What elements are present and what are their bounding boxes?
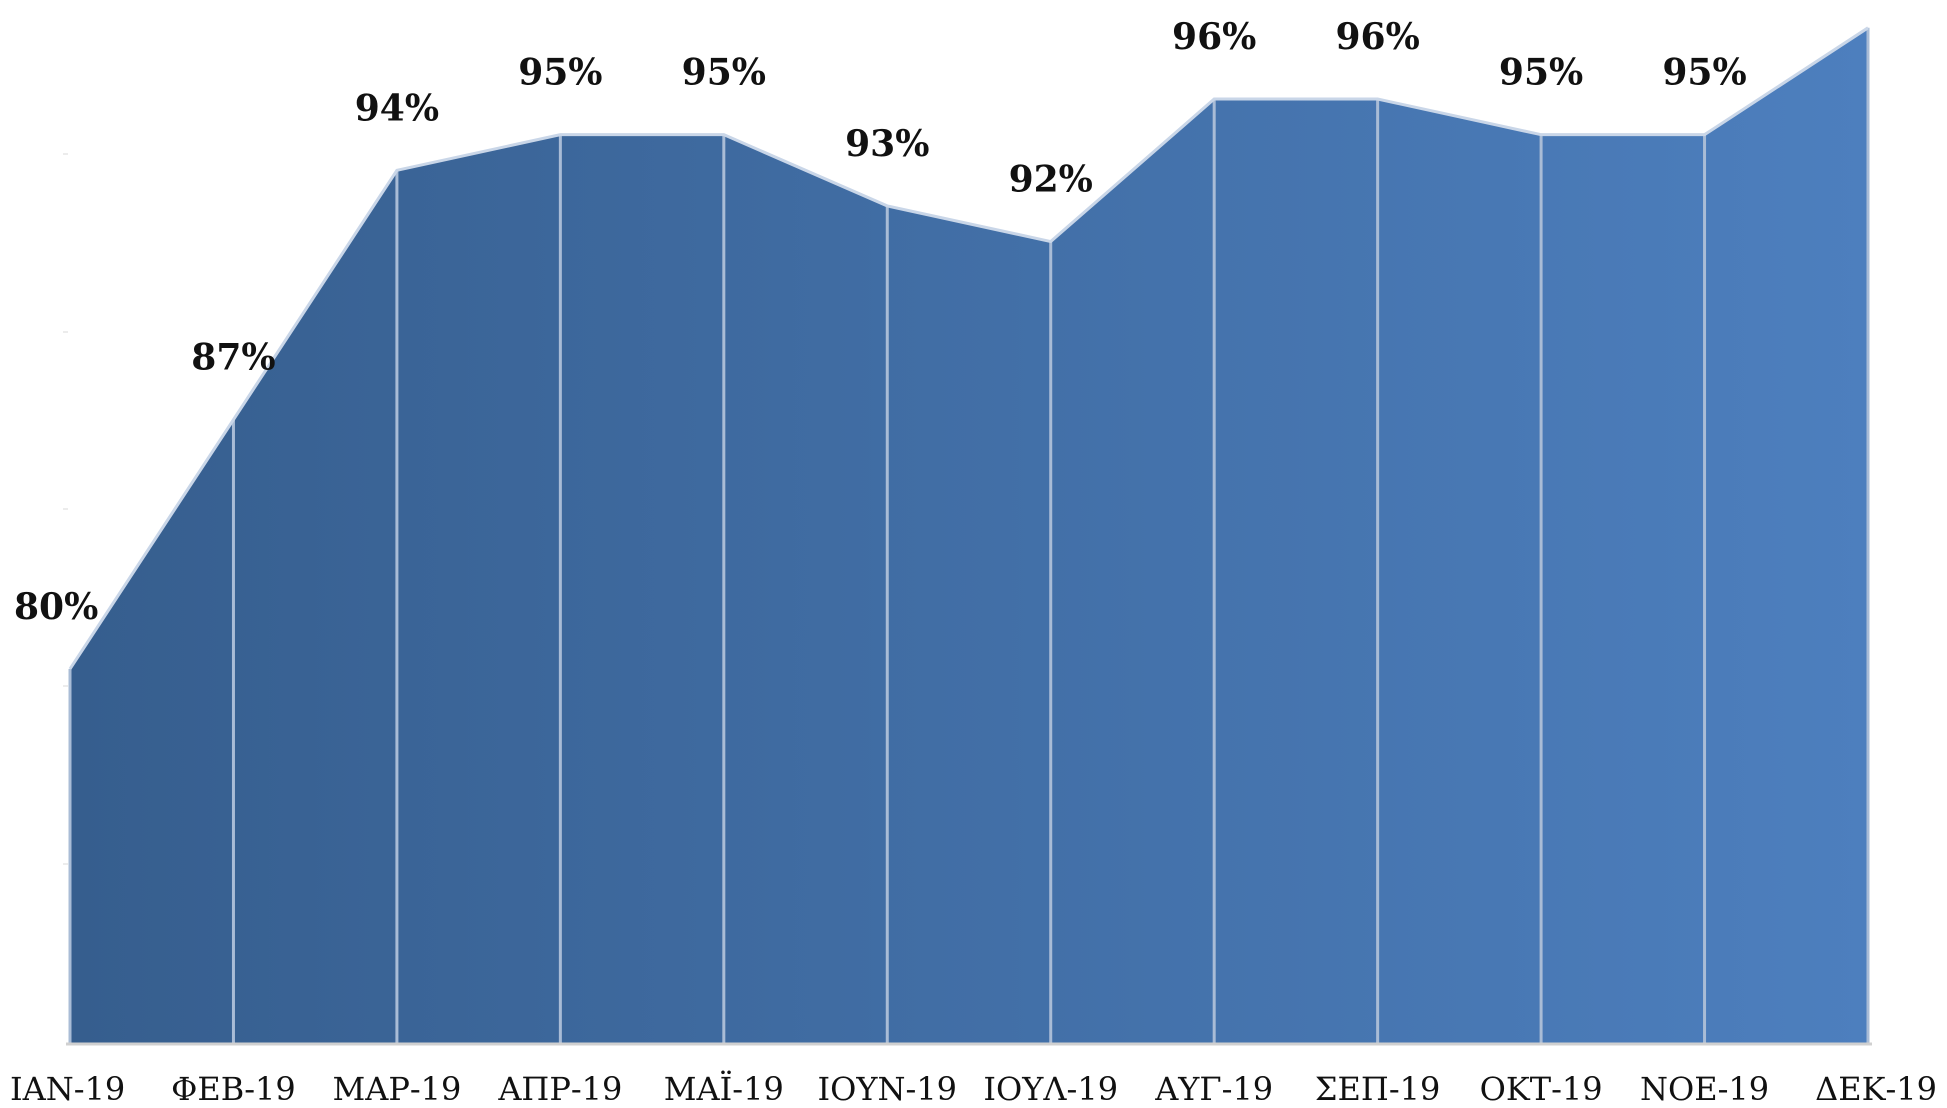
data-label: 80%: [14, 586, 98, 628]
x-tick-label: ΙΑΝ-19: [10, 1070, 125, 1108]
x-tick-label: ΣΕΠ-19: [1315, 1070, 1440, 1108]
x-tick-label: ΝΟΕ-19: [1640, 1070, 1769, 1108]
data-label: 87%: [191, 337, 275, 379]
data-label: 92%: [1009, 159, 1093, 201]
category-dividers: [68, 27, 1870, 1043]
x-tick-label: ΟΚΤ-19: [1480, 1070, 1603, 1108]
data-label: 94%: [355, 87, 439, 129]
x-tick-label: ΙΟΥΝ-19: [818, 1070, 958, 1108]
x-tick-label: ΜΑΪ-19: [664, 1070, 784, 1108]
y-axis-tick-marks: [63, 153, 68, 865]
x-tick-label: ΦΕΒ-19: [171, 1070, 296, 1108]
x-tick-label: ΜΑΡ-19: [332, 1070, 461, 1108]
data-label: 95%: [1499, 52, 1583, 94]
data-label: 95%: [1662, 52, 1746, 94]
data-label: 96%: [1335, 16, 1419, 58]
x-tick-label: ΙΟΥΛ-19: [983, 1070, 1118, 1108]
x-tick-label: ΑΥΓ-19: [1154, 1070, 1273, 1108]
area-series: [70, 27, 1868, 1043]
data-label: 93%: [845, 123, 929, 165]
data-label: 95%: [682, 52, 766, 94]
data-labels: 80%87%94%95%95%93%92%96%96%95%95%98%: [14, 16, 1747, 628]
data-label: 96%: [1172, 16, 1256, 58]
area-outline: [68, 26, 1869, 670]
data-label: 95%: [518, 52, 602, 94]
x-tick-label: ΔΕΚ-19: [1815, 1070, 1937, 1108]
x-axis-tick-labels: ΙΑΝ-19 ΦΕΒ-19 ΜΑΡ-19 ΑΠΡ-19 ΜΑΪ-19 ΙΟΥΝ-19 ΙΟΥ…: [10, 1070, 1937, 1108]
x-tick-label: ΑΠΡ-19: [497, 1070, 622, 1108]
